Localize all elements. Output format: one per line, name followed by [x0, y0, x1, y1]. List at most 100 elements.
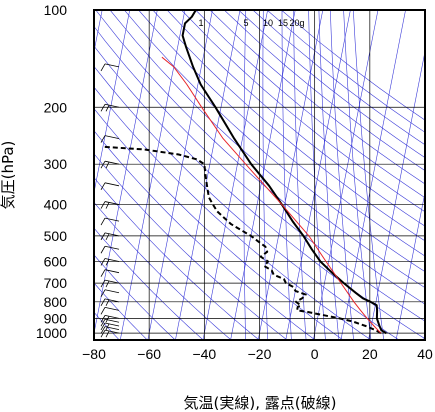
mixing-ratio-line [243, 10, 246, 340]
temperature-series-line [181, 10, 387, 335]
x-tick-label: 0 [311, 346, 319, 362]
mixing-ratio-line [308, 10, 326, 340]
dry-adiabat-line [223, 10, 425, 171]
wind-barb-staff [104, 314, 120, 319]
wind-barb-staff [104, 289, 120, 294]
mixing-ratio-line [293, 10, 307, 340]
isotherm-line [285, 10, 351, 340]
isotherm-line [340, 10, 406, 340]
mixing-ratio-label: 5 [243, 18, 248, 28]
y-tick-label: 700 [44, 275, 68, 291]
isotherm-line [395, 190, 425, 340]
x-tick-label: −20 [248, 346, 272, 362]
wind-barb-flag [100, 307, 106, 315]
wind-barb-flag [100, 135, 106, 143]
grid-lines [93, 9, 426, 340]
plot-frame [93, 9, 426, 341]
y-tick-label: 900 [44, 310, 68, 326]
mixing-ratio-label: 20g [289, 18, 304, 28]
x-tick-labels: −80 −60 −40 −20 0 20 40 [82, 346, 433, 362]
isotherm-line [313, 10, 379, 340]
wind-barb-flag [100, 269, 106, 277]
dry-adiabat-line [94, 108, 344, 340]
y-axis-title: 気圧(hPa) [0, 141, 17, 210]
dry-adiabat-line [266, 10, 425, 133]
y-tick-label: 100 [44, 2, 68, 18]
wind-barb-staff [104, 322, 120, 327]
wind-barb-staff [104, 217, 120, 222]
dry-adiabat-line [166, 10, 425, 227]
mixing-ratio-line [281, 10, 292, 340]
wind-barb-staff [104, 279, 120, 284]
wind-barb-staff [104, 306, 120, 311]
dry-adiabat-line [109, 10, 425, 289]
wind-barb-staff [104, 232, 120, 237]
wind-barb-staff [104, 298, 120, 303]
y-tick-label: 800 [44, 294, 68, 310]
isotherm-line [119, 10, 186, 340]
wind-barb-flag [105, 299, 110, 307]
isotherm-line [175, 10, 241, 340]
x-tick-label: −40 [192, 346, 216, 362]
dry-adiabat-line [124, 10, 425, 273]
wind-barb-flag [100, 329, 106, 338]
x-tick-label: 40 [417, 346, 433, 362]
wind-barb-staff [104, 182, 120, 187]
dry-adiabat-line [94, 282, 148, 340]
wind-barb-flag [105, 105, 110, 112]
isotherm-line [147, 10, 213, 340]
dry-adiabat-line [181, 10, 425, 213]
wind-barb-flag [100, 217, 106, 226]
y-tick-label: 400 [44, 197, 68, 213]
series-layer [102, 10, 387, 335]
wind-barb-flag [105, 323, 110, 331]
wind-barb-flag [100, 104, 106, 112]
wind-barb-flag [100, 182, 106, 191]
mixing-ratio-line [262, 10, 268, 340]
dry-adiabat-line [152, 10, 425, 242]
guide-lines [94, 10, 425, 340]
mixing-ratio-line [330, 10, 354, 340]
wind-barb-staff [104, 269, 120, 274]
wind-barb-flag [100, 322, 106, 331]
dry-adiabat-line [195, 10, 425, 199]
wind-barb-flag [100, 279, 106, 288]
dry-adiabat-line [209, 10, 425, 185]
dry-adiabat-line [252, 10, 425, 146]
wind-barb-flag [100, 315, 106, 323]
dry-adiabat-line [94, 65, 400, 340]
mixing-ratio-labels: 1 5 10 15 20g [198, 18, 304, 28]
wind-barb-flag [100, 160, 106, 169]
dry-adiabat-line [95, 10, 425, 305]
wind-barb-staff [104, 201, 120, 205]
y-tick-label: 1000 [36, 325, 67, 341]
dry-adiabat-line [94, 25, 425, 322]
mixing-ratio-line [353, 10, 385, 340]
dry-adiabat-line [238, 10, 425, 158]
wind-barb-flag [105, 280, 110, 288]
mixing-ratio-line [318, 10, 340, 340]
dry-adiabat-line [94, 201, 232, 340]
wind-barb-staff [104, 160, 120, 165]
wind-barb-flag [100, 232, 106, 241]
y-tick-label: 300 [44, 156, 68, 172]
x-tick-label: −60 [137, 346, 161, 362]
mixing-ratio-label: 10 [263, 18, 273, 28]
dry-adiabat-line [94, 177, 260, 340]
wind-barb-flag [100, 258, 106, 266]
wind-barb-flag [100, 201, 106, 209]
wind-barb-staff [104, 135, 120, 139]
wind-barb-flag [105, 233, 110, 241]
y-tick-label: 500 [44, 228, 68, 244]
wind-barb-flag [100, 246, 106, 254]
wind-barb-flag [100, 289, 106, 297]
mixing-ratio-label: 1 [198, 18, 203, 28]
x-tick-label: 20 [362, 346, 378, 362]
wind-barb-staff [104, 329, 120, 334]
wind-barb-flag [105, 202, 110, 209]
x-axis-title: 気温(実線), 露点(破線) [184, 394, 337, 412]
wind-barb-flag [105, 259, 110, 266]
wind-barb-flag [100, 319, 106, 327]
